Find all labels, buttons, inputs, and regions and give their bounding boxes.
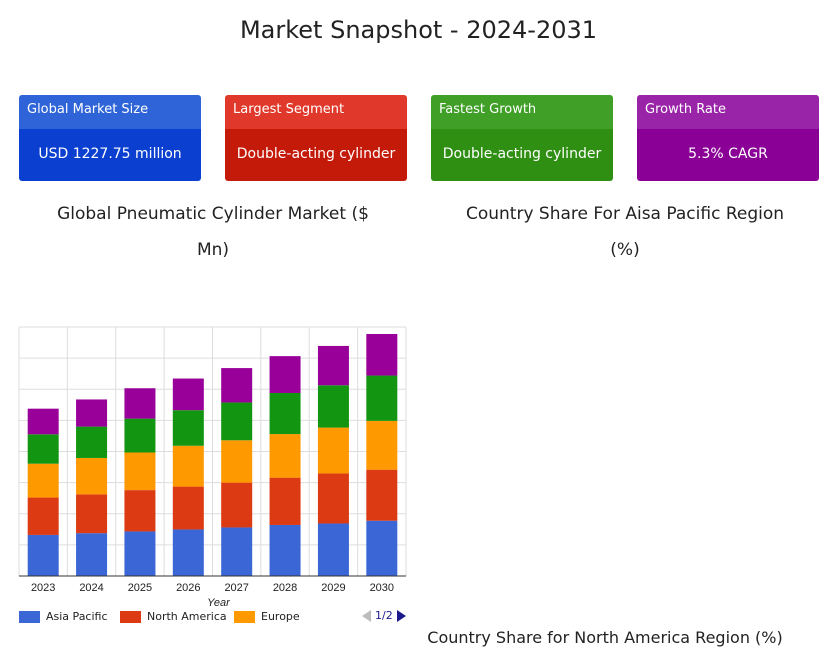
- x-axis-title: Year: [207, 597, 231, 609]
- stat-card-value: USD 1227.75 million: [19, 129, 201, 181]
- bar-segment-2023-3: [27, 434, 59, 464]
- x-tick-label: 2029: [321, 582, 345, 594]
- bar-segment-2029-0: [317, 523, 349, 576]
- stat-card-label: Growth Rate: [637, 95, 819, 129]
- x-tick-label: 2028: [273, 582, 297, 594]
- legend-label-europe: Europe: [261, 610, 300, 623]
- stat-card-global-market-size: Global Market Size USD 1227.75 million: [19, 95, 201, 181]
- stat-card-label: Fastest Growth: [431, 95, 613, 129]
- bar-segment-2026-2: [172, 445, 204, 487]
- stat-card-fastest-growth: Fastest Growth Double-acting cylinder: [431, 95, 613, 181]
- x-tick-label: 2027: [224, 582, 248, 594]
- legend-swatch-asia-pacific: [19, 610, 40, 623]
- bar-segment-2028-0: [269, 524, 301, 576]
- bar-segment-2025-0: [124, 531, 156, 576]
- bar-segment-2024-3: [76, 426, 108, 458]
- bar-segment-2026-1: [172, 486, 204, 530]
- asia-pacific-share-title: Country Share For Aisa Pacific Region (%…: [430, 196, 820, 268]
- stat-card-largest-segment: Largest Segment Double-acting cylinder: [225, 95, 407, 181]
- bar-segment-2024-2: [76, 457, 108, 495]
- bar-segment-2029-4: [317, 345, 349, 386]
- bar-segment-2028-2: [269, 434, 301, 478]
- bar-segment-2024-1: [76, 494, 108, 534]
- x-tick-label: 2024: [79, 582, 103, 594]
- page-title: Market Snapshot - 2024-2031: [239, 16, 598, 44]
- bar-segment-2030-4: [366, 333, 398, 376]
- legend-page-indicator: 1/2: [375, 609, 393, 622]
- bar-segment-2030-0: [366, 520, 398, 576]
- market-chart-title: Global Pneumatic Cylinder Market ($ Mn): [18, 196, 408, 268]
- bar-segment-2025-2: [124, 452, 156, 491]
- bar-segment-2023-4: [27, 408, 59, 435]
- bar-segment-2029-2: [317, 427, 349, 474]
- bar-segment-2023-2: [27, 463, 59, 498]
- stat-card-growth-rate: Growth Rate 5.3% CAGR: [637, 95, 819, 181]
- legend-item-north-america[interactable]: North America: [120, 610, 227, 623]
- bar-segment-2025-1: [124, 490, 156, 532]
- bar-segment-2023-0: [27, 534, 59, 576]
- stat-card-label: Global Market Size: [19, 95, 201, 129]
- stat-card-value: 5.3% CAGR: [637, 129, 819, 181]
- bar-segment-2026-0: [172, 529, 204, 576]
- x-tick-label: 2030: [370, 582, 394, 594]
- bar-segment-2029-3: [317, 385, 349, 428]
- north-america-share-title: Country Share for North America Region (…: [427, 628, 783, 647]
- bar-segment-2027-0: [221, 527, 253, 576]
- bar-segment-2027-4: [221, 368, 253, 403]
- bar-segment-2028-3: [269, 392, 301, 435]
- x-tick-label: 2023: [31, 582, 55, 594]
- bar-segment-2030-3: [366, 375, 398, 421]
- bar-segment-2030-1: [366, 469, 398, 521]
- stacked-bar-chart: 2023 2024 2025 2026 2027 2028 2029 2030 Year: [18, 326, 407, 609]
- bar-segment-2026-3: [172, 410, 204, 446]
- x-tick-label: 2025: [128, 582, 152, 594]
- bar-segment-2024-0: [76, 533, 108, 576]
- bar-segment-2027-2: [221, 440, 253, 483]
- legend-label-north-america: North America: [147, 610, 227, 623]
- legend-label-asia-pacific: Asia Pacific: [46, 610, 108, 623]
- bar-segment-2025-4: [124, 388, 156, 419]
- bar-segment-2029-1: [317, 473, 349, 524]
- legend-item-europe[interactable]: Europe: [234, 610, 300, 623]
- x-tick-label: 2026: [176, 582, 200, 594]
- legend-pager: 1/2: [362, 609, 406, 622]
- bar-segment-2027-3: [221, 402, 253, 441]
- legend-item-asia-pacific[interactable]: Asia Pacific: [19, 610, 108, 623]
- legend-swatch-north-america: [120, 610, 141, 623]
- market-chart-title-line2: Mn): [196, 240, 230, 260]
- bar-segment-2028-1: [269, 477, 301, 525]
- bar-segment-2030-2: [366, 420, 398, 470]
- bar-segment-2028-4: [269, 356, 301, 393]
- legend-next-icon[interactable]: [396, 609, 406, 622]
- bar-segment-2025-3: [124, 418, 156, 453]
- stat-card-value: Double-acting cylinder: [431, 129, 613, 181]
- bar-segment-2024-4: [76, 399, 108, 427]
- asia-pacific-share-title-line2: (%): [610, 240, 640, 260]
- legend-prev-icon[interactable]: [362, 609, 371, 622]
- bar-segment-2026-4: [172, 378, 204, 411]
- asia-pacific-share-title-line1: Country Share For Aisa Pacific Region: [465, 204, 785, 224]
- bar-segment-2023-1: [27, 497, 59, 535]
- stat-card-value: Double-acting cylinder: [225, 129, 407, 181]
- bar-segment-2027-1: [221, 482, 253, 528]
- legend-swatch-europe: [234, 610, 255, 623]
- market-chart-title-line1: Global Pneumatic Cylinder Market ($: [57, 204, 369, 224]
- stat-card-label: Largest Segment: [225, 95, 407, 129]
